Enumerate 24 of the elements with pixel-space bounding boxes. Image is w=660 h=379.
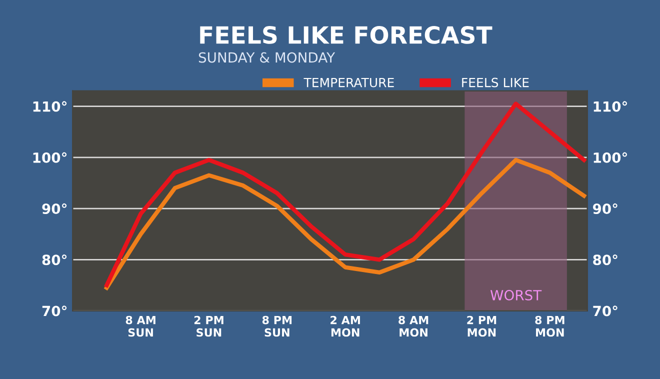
- y-tick-label: 80°: [42, 254, 67, 266]
- x-tick-label: 8 AM SUN: [126, 316, 156, 337]
- y-tick-label: 100°: [33, 152, 67, 163]
- x-tick-label: 8 AM MON: [398, 316, 428, 337]
- legend-label: TEMPERATURE: [304, 78, 394, 88]
- y2-tick-label: 100°: [594, 152, 627, 163]
- y-tick-label: 70°: [42, 306, 67, 316]
- line-series: [104, 102, 586, 288]
- band-label: WORST: [490, 290, 542, 300]
- x-tick-label: 8 PM MON: [535, 316, 564, 337]
- y2-tick-label: 90°: [592, 203, 618, 214]
- legend-label: FEELS LIKE: [462, 78, 529, 88]
- y-tick-label: 90°: [42, 203, 67, 214]
- x-tick-label: 2 AM MON: [330, 316, 360, 337]
- line-series: [104, 158, 586, 290]
- y2-tick-label: 80°: [593, 254, 618, 266]
- y2-tick-label: 110°: [594, 101, 627, 112]
- x-tick-label: 2 PM SUN: [194, 316, 224, 337]
- y2-tick-label: 70°: [593, 306, 618, 316]
- chart-subtitle: SUNDAY & MONDAY: [198, 52, 336, 63]
- y-tick-label: 110°: [33, 101, 67, 112]
- x-tick-label: 2 PM MON: [467, 316, 496, 337]
- chart-title: FEELS LIKE FORECAST: [200, 26, 492, 44]
- x-tick-label: 8 PM SUN: [262, 316, 292, 337]
